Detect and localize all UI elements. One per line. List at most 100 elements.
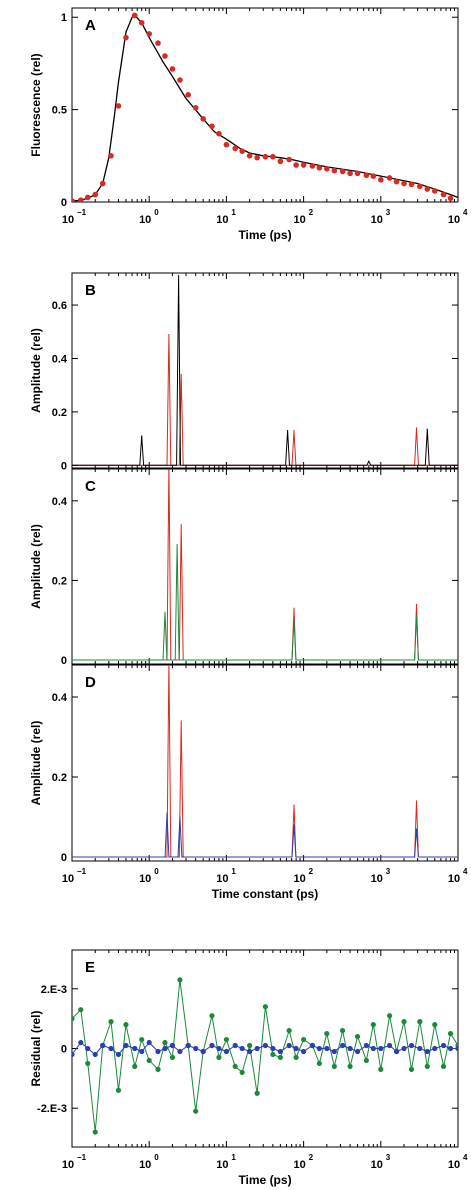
x-tick-exponent: 0 xyxy=(154,208,159,217)
peak-mark xyxy=(368,460,370,462)
data-point xyxy=(192,104,199,111)
panel-letter: B xyxy=(85,282,96,299)
y-tick-label: 0.2 xyxy=(52,772,67,784)
data-point xyxy=(169,1042,176,1049)
data-point xyxy=(155,1048,161,1055)
data-point xyxy=(363,172,370,179)
panel-letter: D xyxy=(85,674,96,691)
y-axis-label: Amplitude (rel) xyxy=(29,328,43,413)
x-tick-label: 10 xyxy=(293,214,305,226)
data-point xyxy=(85,1060,91,1067)
data-point xyxy=(115,1087,122,1093)
data-point xyxy=(440,1042,447,1049)
data-point xyxy=(108,1019,114,1025)
data-point xyxy=(254,154,260,161)
x-tick-label: 10 xyxy=(62,1159,74,1171)
data-point xyxy=(138,19,145,26)
data-point xyxy=(301,1036,307,1043)
y-tick-label: 0 xyxy=(61,1044,67,1056)
data-point xyxy=(440,191,447,198)
peak-mark xyxy=(415,603,418,605)
data-point xyxy=(363,1042,369,1049)
peak-mark xyxy=(426,428,428,430)
data-point xyxy=(293,1045,299,1052)
data-point xyxy=(262,1042,268,1049)
data-point xyxy=(77,197,84,202)
panel-b: 0 0.2 0.4 0.6 Amplitude (rel) B xyxy=(29,272,459,472)
y-tick-label: 1 xyxy=(61,12,67,24)
peak-mark xyxy=(286,430,289,432)
data-point xyxy=(331,1048,337,1055)
data-point xyxy=(72,1051,75,1058)
y-tick-label: 0.2 xyxy=(52,407,67,419)
data-point xyxy=(347,1063,353,1070)
x-tick-exponent: 3 xyxy=(386,867,391,876)
peak-mark xyxy=(176,544,178,546)
data-point xyxy=(209,1013,215,1019)
data-point xyxy=(277,1048,283,1055)
data-point xyxy=(378,1066,384,1072)
data-point xyxy=(123,1022,129,1028)
x-tick-exponent: 3 xyxy=(386,1153,391,1162)
x-tick-exponent: 3 xyxy=(386,208,391,217)
y-tick-label: 2.E-3 xyxy=(41,984,67,996)
x-tick-exponent: 1 xyxy=(231,1153,236,1162)
data-point xyxy=(324,1030,330,1037)
data-point xyxy=(185,92,191,98)
series-line xyxy=(72,544,458,661)
data-point xyxy=(354,1033,361,1040)
peak-mark xyxy=(293,619,295,621)
data-point xyxy=(239,1069,245,1075)
data-point xyxy=(293,162,299,168)
data-point xyxy=(408,181,415,188)
data-point xyxy=(339,168,346,175)
data-point xyxy=(447,195,454,202)
data-point xyxy=(331,167,338,174)
data-point xyxy=(155,40,161,46)
data-point xyxy=(223,1048,229,1055)
data-point xyxy=(209,1042,215,1049)
panel-frame xyxy=(71,7,459,203)
data-point xyxy=(132,1063,138,1070)
x-tick-exponent: 1 xyxy=(231,208,236,217)
x-tick-exponent: 2 xyxy=(309,867,314,876)
plot-area xyxy=(72,12,458,202)
x-tick-exponent: 2 xyxy=(309,208,314,217)
x-tick-label: 10 xyxy=(448,1159,460,1171)
data-point xyxy=(309,163,316,169)
panel-e: 10−1100101102103104-2.E-302.E-3Residual … xyxy=(29,949,468,1187)
data-point xyxy=(108,153,114,159)
series-line xyxy=(72,665,458,858)
x-axis-label: Time constant (ps) xyxy=(212,887,318,901)
x-tick-label: 10 xyxy=(371,214,383,226)
series-line xyxy=(72,275,458,466)
data-point xyxy=(417,1045,423,1052)
x-tick-exponent: −1 xyxy=(77,867,87,876)
x-tick-label: 10 xyxy=(448,214,460,226)
data-point xyxy=(115,1051,122,1058)
data-point xyxy=(115,103,122,109)
x-tick-label: 10 xyxy=(139,1159,151,1171)
x-tick-label: 10 xyxy=(62,873,74,885)
data-point xyxy=(72,1016,75,1022)
series-line xyxy=(72,812,458,858)
data-point xyxy=(455,1045,458,1052)
data-point xyxy=(146,1039,152,1046)
peak-mark xyxy=(180,524,182,526)
data-point xyxy=(99,180,106,187)
data-point xyxy=(424,1063,430,1070)
x-tick-exponent: 4 xyxy=(463,208,468,217)
data-point xyxy=(92,1051,98,1058)
y-tick-label: 0 xyxy=(61,655,67,667)
data-point xyxy=(146,31,152,37)
data-point xyxy=(247,1042,253,1049)
data-point xyxy=(324,165,330,172)
data-point xyxy=(78,1039,84,1046)
data-point xyxy=(254,1045,260,1052)
y-axis-label: Amplitude (rel) xyxy=(29,524,43,609)
data-point xyxy=(216,130,222,137)
y-tick-label: 0.2 xyxy=(52,575,67,587)
y-tick-label: 0.5 xyxy=(52,105,67,117)
x-tick-exponent: −1 xyxy=(77,1153,87,1162)
